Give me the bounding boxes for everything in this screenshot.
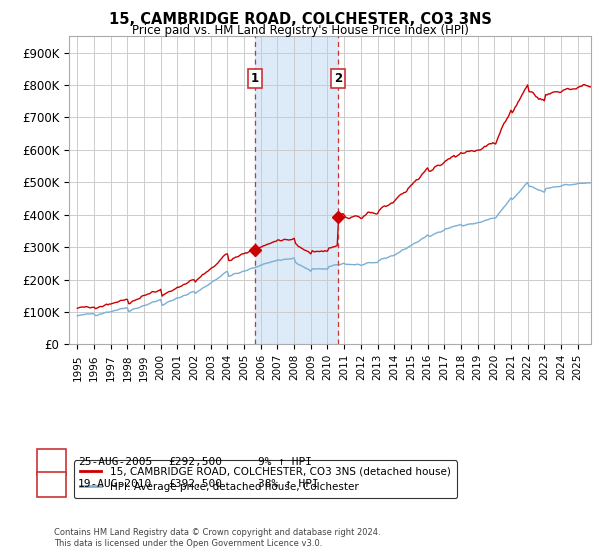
Text: 2: 2 <box>334 72 342 85</box>
Text: 1: 1 <box>251 72 259 85</box>
Text: Price paid vs. HM Land Registry's House Price Index (HPI): Price paid vs. HM Land Registry's House … <box>131 24 469 37</box>
Text: Contains HM Land Registry data © Crown copyright and database right 2024.
This d: Contains HM Land Registry data © Crown c… <box>54 528 380 548</box>
Text: 25-AUG-2005: 25-AUG-2005 <box>78 457 152 467</box>
Text: 1: 1 <box>47 455 56 469</box>
Text: 38% ↑ HPI: 38% ↑ HPI <box>258 479 319 489</box>
Text: £392,500: £392,500 <box>168 479 222 489</box>
Bar <box>254 36 338 344</box>
Text: £292,500: £292,500 <box>168 457 222 467</box>
Text: 2: 2 <box>47 478 56 491</box>
Text: 15, CAMBRIDGE ROAD, COLCHESTER, CO3 3NS: 15, CAMBRIDGE ROAD, COLCHESTER, CO3 3NS <box>109 12 491 27</box>
Legend: 15, CAMBRIDGE ROAD, COLCHESTER, CO3 3NS (detached house), HPI: Average price, de: 15, CAMBRIDGE ROAD, COLCHESTER, CO3 3NS … <box>74 460 457 498</box>
Text: 9% ↑ HPI: 9% ↑ HPI <box>258 457 312 467</box>
Text: 19-AUG-2010: 19-AUG-2010 <box>78 479 152 489</box>
